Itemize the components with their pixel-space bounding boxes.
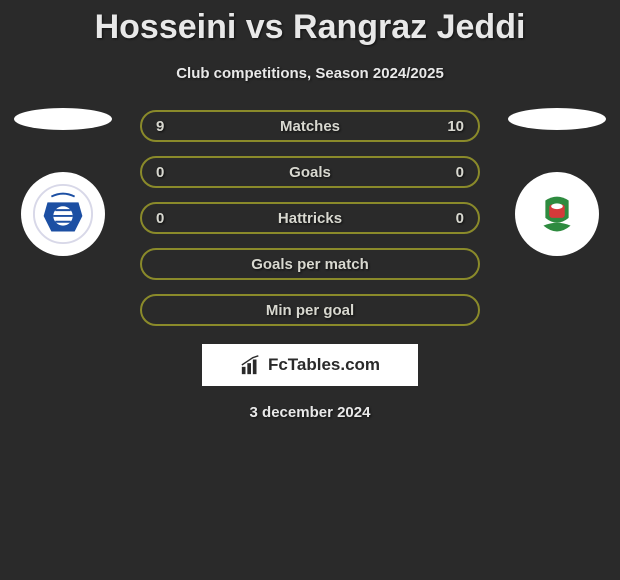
stat-right-value: 0: [440, 210, 464, 227]
comparison-panel: 9 Matches 10 0 Goals 0 0 Hattricks 0 Goa…: [0, 110, 620, 326]
left-club-badge: [21, 172, 105, 256]
right-club-logo-icon: [526, 183, 588, 245]
stat-row-matches: 9 Matches 10: [140, 110, 480, 142]
stat-right-value: 10: [440, 118, 464, 135]
stat-label: Min per goal: [142, 302, 478, 319]
branding-text: FcTables.com: [268, 355, 380, 375]
stat-left-value: 0: [156, 210, 180, 227]
stat-row-goals: 0 Goals 0: [140, 156, 480, 188]
left-player-avatar: [14, 108, 112, 130]
bar-chart-icon: [240, 354, 262, 376]
stat-left-value: 0: [156, 164, 180, 181]
left-player-column: [8, 110, 118, 256]
stat-label: Goals per match: [142, 256, 478, 273]
date-label: 3 december 2024: [0, 404, 620, 421]
stats-column: 9 Matches 10 0 Goals 0 0 Hattricks 0 Goa…: [140, 110, 480, 326]
page-title: Hosseini vs Rangraz Jeddi: [0, 0, 620, 47]
right-player-column: [502, 110, 612, 256]
stat-label: Hattricks: [142, 210, 478, 227]
stat-label: Goals: [142, 164, 478, 181]
stat-row-min-per-goal: Min per goal: [140, 294, 480, 326]
stat-right-value: 0: [440, 164, 464, 181]
right-club-badge: [515, 172, 599, 256]
branding-badge[interactable]: FcTables.com: [202, 344, 418, 386]
stat-left-value: 9: [156, 118, 180, 135]
subtitle: Club competitions, Season 2024/2025: [0, 65, 620, 82]
stat-row-hattricks: 0 Hattricks 0: [140, 202, 480, 234]
right-player-avatar: [508, 108, 606, 130]
stat-label: Matches: [142, 118, 478, 135]
stat-row-goals-per-match: Goals per match: [140, 248, 480, 280]
left-club-logo-icon: [32, 183, 94, 245]
